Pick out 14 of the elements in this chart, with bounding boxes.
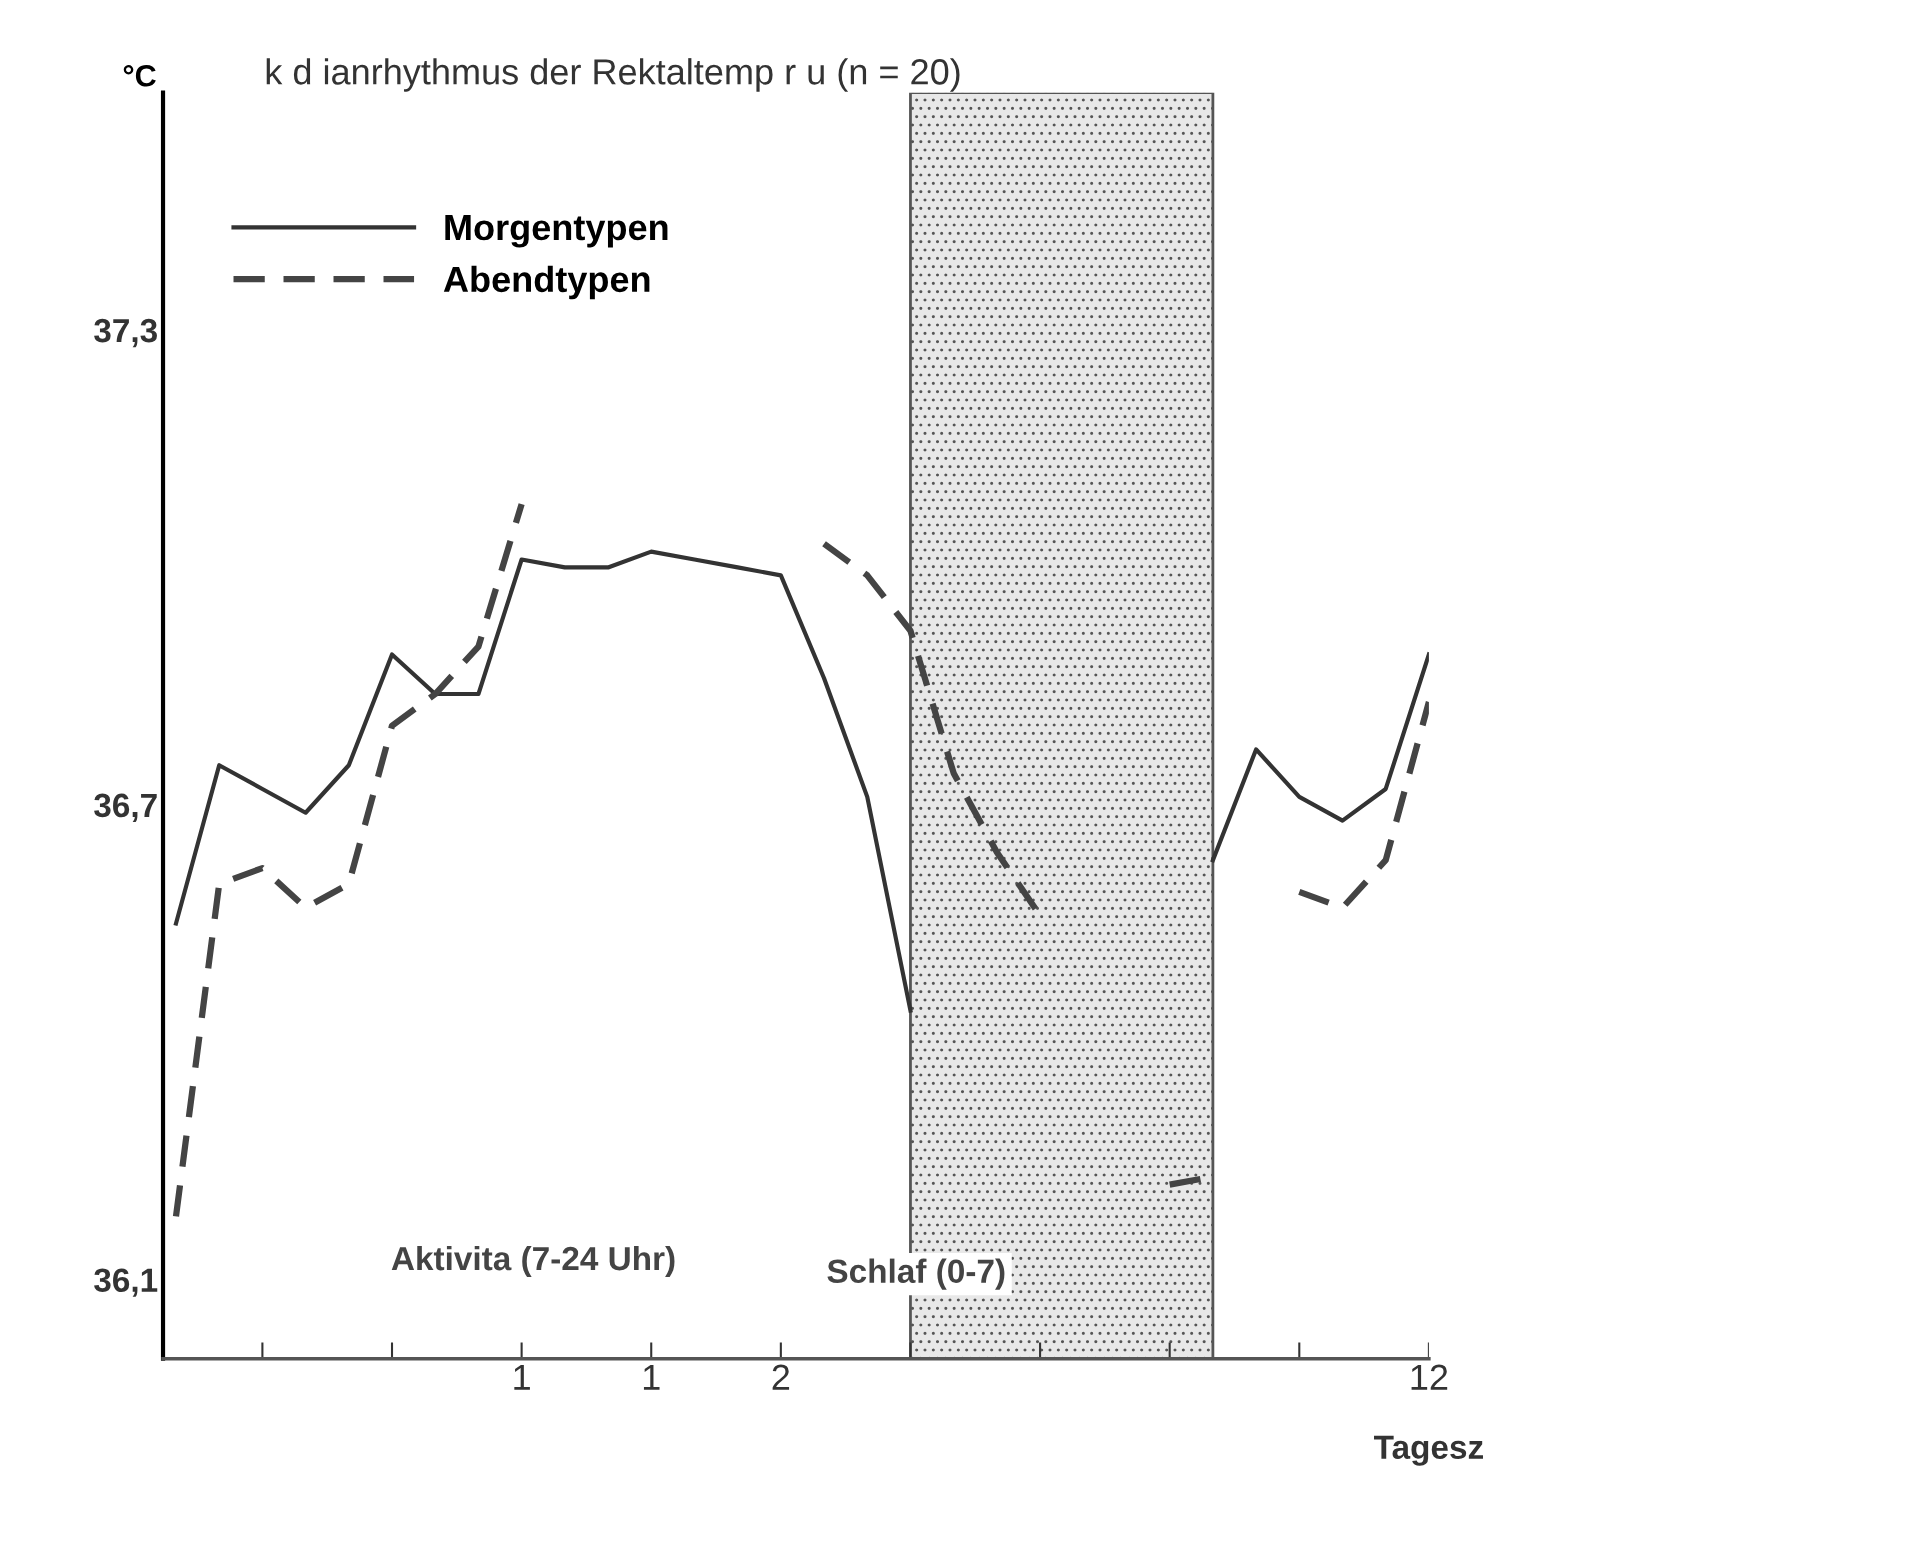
x-tick-label: 2 [772,1364,790,1390]
annotation: Aktivita (7-24 Uhr) [391,1245,675,1278]
x-tick-label: 1 [643,1364,660,1390]
y-axis-title: °C [123,64,156,87]
annotation: Schlaf (0-7) [827,1258,1005,1290]
chart-title: k d ianrhythmus der Rektaltemp r u (n = 20) [266,58,960,92]
x-axis-title: Tagesz [1374,1435,1483,1466]
x-tick-label: 12 [1411,1364,1448,1390]
y-tick-label: 37,3 [94,318,157,348]
y-tick-label: 36,7 [94,793,157,823]
x-tick-label: 1 [514,1364,530,1390]
legend-label: Morgentypen [445,215,668,248]
legend-label: Abendtypen [443,265,650,300]
y-tick-label: 36,1 [94,1268,158,1297]
